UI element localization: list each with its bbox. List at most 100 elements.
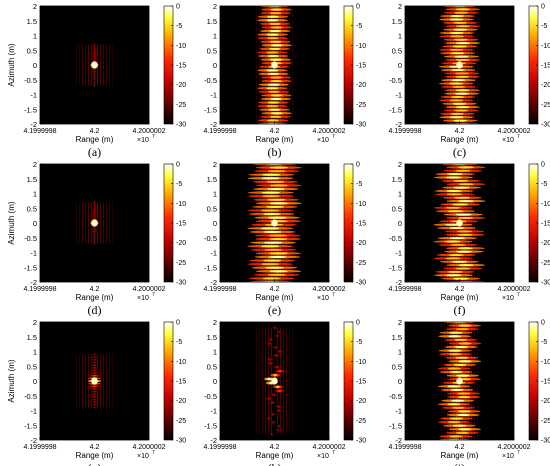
- x-exponent-power: 7: [332, 292, 335, 298]
- y-tick-label: 1: [213, 190, 217, 199]
- y-tick-label: 0.5: [392, 204, 402, 213]
- heatmap-core: [266, 119, 280, 122]
- heatmap-core: [269, 202, 288, 205]
- heatmap-core: [275, 366, 279, 369]
- panel-g: 2 1.5 1 0.5 0 -0.5 -1 -1.5 -24.1999998 4.2 4.20000…: [7, 318, 186, 466]
- panel-c: 2 1.5 1 0.5 0 -0.5 -1 -1.5 -24.1999998 4.2 4.20000…: [388, 2, 550, 159]
- heatmap-core: [454, 55, 469, 58]
- y-tick-label: -1: [210, 91, 217, 100]
- x-exponent-power: 7: [517, 292, 520, 298]
- colorbar-tick-label: -15: [541, 379, 550, 386]
- y-tick-label: -1.5: [204, 105, 217, 114]
- heatmap-core: [271, 413, 274, 416]
- heatmap-core: [269, 184, 289, 187]
- x-tick-label: 4.1999998: [203, 286, 236, 293]
- colorbar-tick-label: -10: [176, 201, 186, 208]
- colorbar-tick-label: -25: [176, 102, 186, 109]
- heatmap-core: [269, 12, 282, 15]
- y-tick-label: 1.5: [27, 17, 37, 26]
- y-tick-label: 0.5: [207, 204, 217, 213]
- heatmap-core: [457, 392, 471, 395]
- heatmap-core: [268, 358, 272, 361]
- y-tick-label: 0.5: [27, 46, 37, 55]
- heatmap-core: [455, 89, 470, 92]
- heatmap-peak: [271, 61, 278, 69]
- colorbar-tick-label: -20: [356, 82, 366, 89]
- heatmap-core: [93, 70, 96, 72]
- heatmap-core: [266, 180, 285, 183]
- heatmap-core: [266, 37, 279, 40]
- colorbar-tick-label: -5: [356, 181, 362, 188]
- heatmap-core: [449, 371, 463, 374]
- y-tick-label: -1: [210, 407, 217, 416]
- heatmap-core: [457, 166, 474, 169]
- heatmap-core: [269, 270, 288, 273]
- y-tick-label: 1.5: [27, 175, 37, 184]
- colorbar-tick-label: -15: [176, 379, 186, 386]
- heatmap-core: [457, 264, 474, 267]
- y-tick-label: 1.5: [27, 333, 37, 342]
- x-tick-label: 4.1999998: [203, 444, 236, 451]
- heatmap-core: [266, 19, 279, 22]
- colorbar-tick-label: -10: [356, 359, 366, 366]
- heatmap-core: [269, 40, 282, 43]
- y-tick-label: 2: [398, 318, 402, 327]
- heatmap-core: [455, 213, 472, 216]
- heatmap-core: [93, 232, 96, 235]
- heatmap-core: [457, 216, 474, 219]
- heatmap-core: [93, 240, 96, 243]
- heatmap-core: [93, 214, 96, 216]
- y-tick-label: 2: [33, 160, 37, 169]
- heatmap-core: [93, 226, 96, 228]
- heatmap-core: [454, 11, 469, 14]
- heatmap-core: [445, 274, 462, 277]
- panel-b: 2 1.5 1 0.5 0 -0.5 -1 -1.5 -24.1999998 4.2 4.20000…: [203, 2, 366, 159]
- heatmap-pattern-f: [433, 164, 486, 282]
- heatmap-core: [93, 51, 96, 54]
- heatmap-core: [262, 195, 281, 198]
- panel-d: 2 1.5 1 0.5 0 -0.5 -1 -1.5 -24.1999998 4.2 4.20000…: [7, 160, 186, 317]
- x-exponent-power: 7: [517, 134, 520, 140]
- heatmap-core: [448, 227, 465, 230]
- x-tick-label: 4.1999998: [388, 444, 421, 451]
- heatmap-core: [455, 169, 471, 172]
- y-tick-label: 1: [213, 32, 217, 41]
- heatmap-core: [446, 193, 463, 196]
- colorbar-tick-label: -20: [541, 82, 550, 89]
- x-tick-label: 4.2: [270, 444, 280, 451]
- heatmap-core: [270, 80, 283, 83]
- heatmap-core: [93, 242, 96, 245]
- y-tick-label: 0: [33, 377, 37, 386]
- x-tick-label: 4.2000002: [497, 444, 530, 451]
- heatmap-core: [93, 359, 96, 361]
- heatmap-core: [458, 324, 472, 327]
- heatmap-core: [447, 367, 461, 370]
- heatmap-core: [265, 266, 284, 269]
- heatmap-core: [267, 273, 286, 276]
- colorbar-tick-label: -15: [176, 221, 186, 228]
- heatmap-core: [267, 170, 286, 173]
- colorbar-tick-label: -5: [356, 23, 362, 30]
- colorbar-tick-label: -30: [176, 280, 186, 287]
- colorbar-tick-label: -25: [356, 102, 366, 109]
- x-axis-label: Range (m): [441, 293, 479, 302]
- heatmap-core: [92, 364, 97, 366]
- colorbar-tick-label: -30: [541, 122, 550, 129]
- x-tick-label: 4.1999998: [388, 128, 421, 135]
- colorbar-tick-label: -20: [541, 240, 550, 247]
- y-tick-label: 0: [213, 377, 217, 386]
- colorbar-tick-label: 0: [176, 162, 180, 169]
- heatmap-core: [458, 183, 474, 186]
- heatmap-core: [267, 216, 287, 219]
- colorbar-tick-label: -5: [176, 339, 182, 346]
- x-axis-label: Range (m): [256, 135, 294, 144]
- heatmap-core: [448, 349, 462, 352]
- y-tick-label: -2: [395, 436, 402, 445]
- y-tick-label: 0.5: [27, 204, 37, 213]
- colorbar-tick-label: -10: [176, 43, 186, 50]
- heatmap-core: [267, 55, 280, 58]
- heatmap-core: [275, 385, 280, 389]
- x-axis-label: Range (m): [76, 293, 114, 302]
- heatmap-core: [453, 277, 469, 280]
